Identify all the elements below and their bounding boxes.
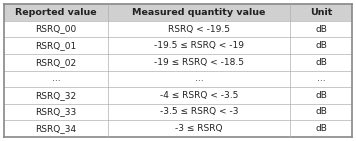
Bar [290, 4, 352, 21]
Bar [4, 104, 108, 120]
Text: RSRQ_32: RSRQ_32 [35, 91, 77, 100]
Text: -3.5 ≤ RSRQ < -3: -3.5 ≤ RSRQ < -3 [160, 107, 238, 116]
Text: RSRQ_01: RSRQ_01 [35, 41, 77, 50]
Bar [290, 104, 352, 120]
Bar [290, 87, 352, 104]
Bar [290, 21, 352, 37]
Text: ...: ... [317, 74, 325, 83]
Bar [4, 4, 108, 21]
Bar [4, 70, 108, 87]
Text: RSRQ_33: RSRQ_33 [35, 107, 77, 116]
Bar [4, 21, 108, 37]
Text: -4 ≤ RSRQ < -3.5: -4 ≤ RSRQ < -3.5 [160, 91, 238, 100]
Text: ...: ... [195, 74, 203, 83]
Bar [4, 54, 108, 70]
Text: -3 ≤ RSRQ: -3 ≤ RSRQ [175, 124, 223, 133]
Bar [108, 21, 290, 37]
Bar [4, 120, 108, 137]
Text: dB: dB [315, 91, 327, 100]
Bar [4, 87, 108, 104]
Bar [290, 54, 352, 70]
Bar [108, 120, 290, 137]
Text: RSRQ_00: RSRQ_00 [35, 25, 77, 34]
Text: Reported value: Reported value [15, 8, 97, 17]
Bar [290, 120, 352, 137]
Bar [108, 104, 290, 120]
Text: -19 ≤ RSRQ < -18.5: -19 ≤ RSRQ < -18.5 [154, 58, 244, 67]
Text: Measured quantity value: Measured quantity value [132, 8, 266, 17]
Bar [108, 70, 290, 87]
Bar [108, 37, 290, 54]
Text: RSRQ_34: RSRQ_34 [35, 124, 77, 133]
Text: dB: dB [315, 58, 327, 67]
Text: Unit: Unit [310, 8, 332, 17]
Text: dB: dB [315, 25, 327, 34]
Bar [108, 54, 290, 70]
Bar [108, 4, 290, 21]
Bar [108, 87, 290, 104]
Text: ...: ... [52, 74, 60, 83]
Text: dB: dB [315, 124, 327, 133]
Text: dB: dB [315, 107, 327, 116]
Text: RSRQ_02: RSRQ_02 [35, 58, 77, 67]
Bar [290, 37, 352, 54]
Bar [290, 70, 352, 87]
Text: -19.5 ≤ RSRQ < -19: -19.5 ≤ RSRQ < -19 [154, 41, 244, 50]
Bar [4, 37, 108, 54]
Text: RSRQ < -19.5: RSRQ < -19.5 [168, 25, 230, 34]
Text: dB: dB [315, 41, 327, 50]
